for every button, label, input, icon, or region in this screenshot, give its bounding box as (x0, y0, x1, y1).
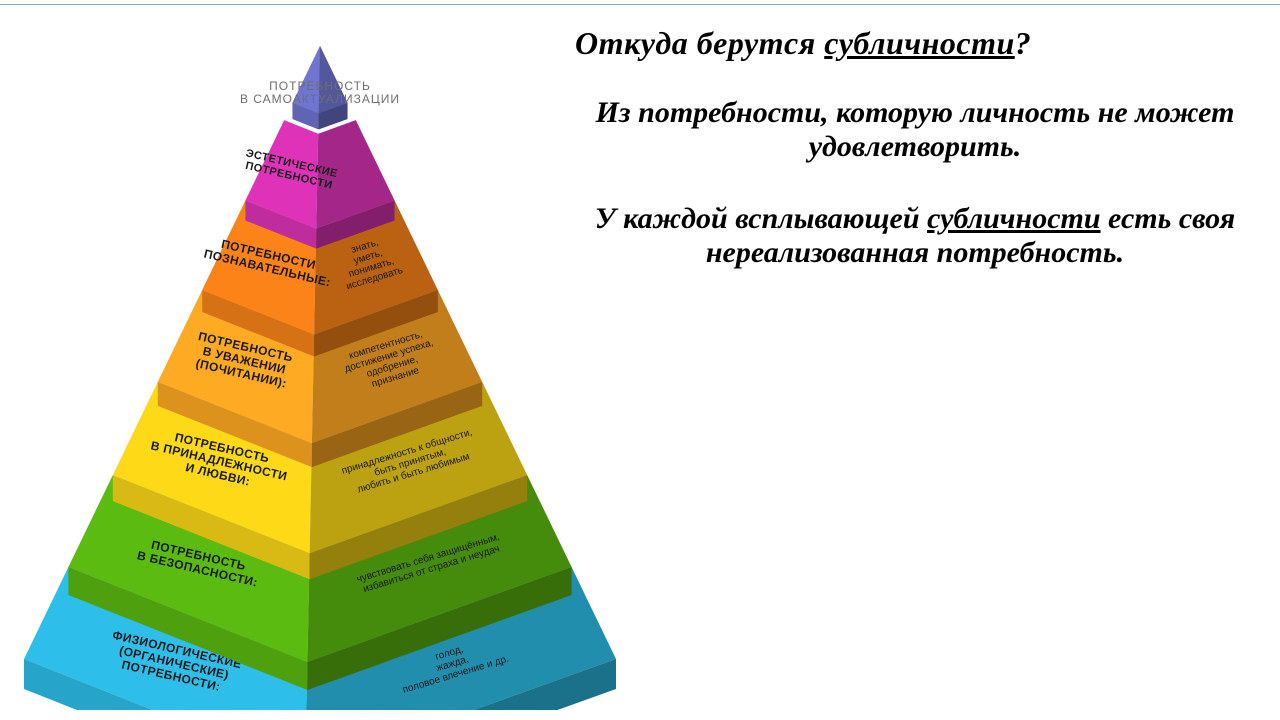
heading-underline: субличности (824, 25, 1015, 61)
heading-post: ? (1015, 25, 1032, 61)
top-rule (0, 4, 1280, 5)
p2-underline: субличности (927, 202, 1100, 235)
apex-label: ПОТРЕБНОСТЬ В САМОАКТУАЛИЗАЦИИ (220, 80, 420, 105)
pyramid: ФИЗИОЛОГИЧЕСКИЕ(ОРГАНИЧЕСКИЕ)ПОТРЕБНОСТИ… (0, 30, 620, 710)
heading-pre: Откуда берутся (575, 25, 824, 61)
paragraph-2: У каждой всплывающей субличности есть св… (575, 202, 1255, 270)
p2-pre: У каждой всплывающей (595, 202, 927, 235)
text-column: Откуда берутся субличности? Из потребнос… (575, 25, 1255, 308)
paragraph-1: Из потребности, которую личность не може… (575, 96, 1255, 164)
apex-label-line2: В САМОАКТУАЛИЗАЦИИ (240, 92, 400, 106)
pyramid-svg: ФИЗИОЛОГИЧЕСКИЕ(ОРГАНИЧЕСКИЕ)ПОТРЕБНОСТИ… (0, 30, 620, 710)
slide: ФИЗИОЛОГИЧЕСКИЕ(ОРГАНИЧЕСКИЕ)ПОТРЕБНОСТИ… (0, 0, 1280, 720)
heading: Откуда берутся субличности? (575, 25, 1255, 62)
